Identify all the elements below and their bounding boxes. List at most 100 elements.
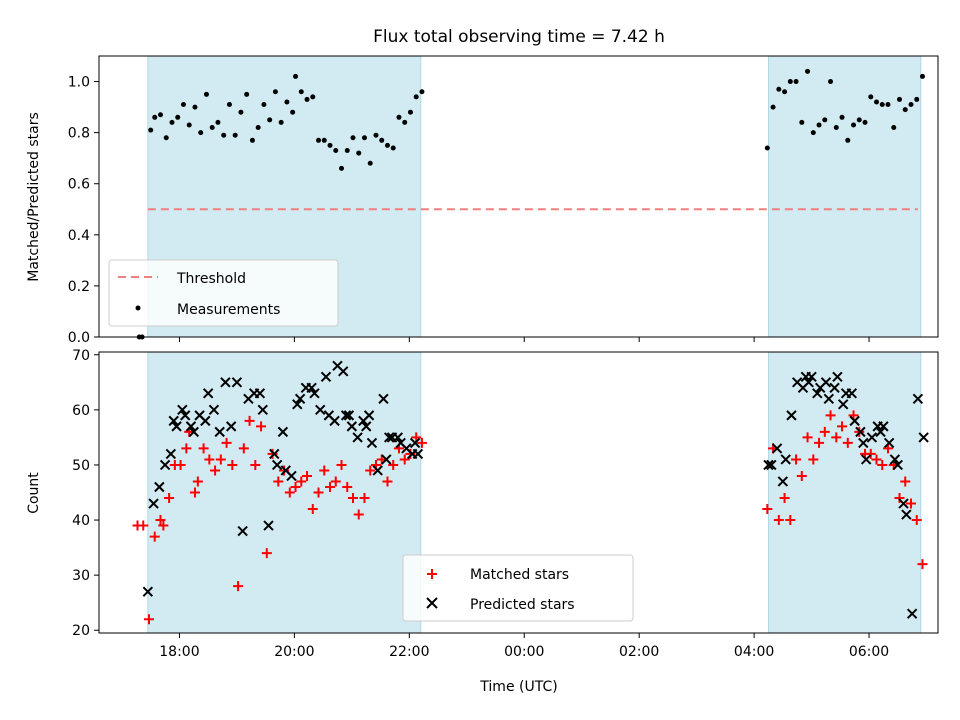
predicted-star-point — [898, 498, 909, 509]
top-y-tick-label: 1.0 — [68, 75, 90, 91]
measurement-point — [278, 119, 284, 125]
predicted-star-point — [846, 388, 858, 399]
measurement-point — [175, 114, 181, 120]
predicted-star-point — [849, 415, 860, 427]
matched-star-point — [149, 531, 160, 542]
top-y-tick-label: 0.2 — [68, 279, 90, 295]
matched-star-point — [267, 448, 278, 459]
measurement-point — [856, 117, 862, 123]
measurement-point — [828, 79, 834, 85]
measurement-point — [379, 137, 385, 143]
matched-star-point — [215, 454, 226, 465]
predicted-star-point — [286, 470, 297, 482]
predicted-star-point — [315, 404, 326, 416]
predicted-star-point — [855, 426, 866, 438]
measurement-point — [163, 135, 169, 141]
matched-star-point — [416, 437, 427, 448]
matched-star-point — [382, 476, 393, 487]
predicted-star-point — [786, 410, 797, 421]
predicted-star-point — [912, 393, 924, 405]
predicted-star-point — [343, 410, 355, 421]
predicted-star-point — [352, 432, 363, 443]
predicted-star-point — [763, 459, 774, 471]
measurement-point — [290, 109, 296, 115]
predicted-star-point — [820, 377, 832, 388]
predicted-star-point — [306, 382, 317, 394]
predicted-star-point — [858, 437, 869, 449]
bottom-y-axis-label: Count — [26, 472, 42, 514]
matched-star-point — [302, 470, 313, 481]
matched-star-point — [353, 509, 364, 520]
top-legend-box — [108, 259, 339, 327]
bottom-y-tick-label: 60 — [72, 403, 90, 419]
matched-star-point — [138, 520, 149, 531]
x-axis-label: Time (UTC) — [479, 679, 557, 695]
measurement-point — [272, 89, 278, 95]
matched-star-point — [894, 493, 905, 504]
predicted-star-point — [202, 388, 214, 399]
predicted-star-point — [329, 415, 340, 427]
matched-star-point — [273, 476, 284, 487]
predicted-star-point — [832, 371, 843, 383]
measurement-point — [764, 145, 770, 151]
measurement-point — [152, 114, 158, 120]
measurement-point — [209, 125, 215, 131]
measurement-point — [896, 96, 902, 102]
measurement-point — [361, 135, 367, 141]
matched-star-point — [256, 421, 267, 432]
predicted-star-point — [803, 377, 814, 388]
predicted-star-point — [338, 366, 349, 377]
measurement-point — [249, 137, 255, 143]
matched-star-point — [143, 614, 154, 625]
matched-star-point — [325, 481, 336, 492]
measurement-point — [839, 114, 845, 120]
matched-star-point — [204, 454, 215, 465]
predicted-star-point — [860, 454, 872, 465]
matched-star-point — [284, 487, 295, 498]
matched-star-point — [347, 493, 358, 504]
predicted-star-point — [889, 454, 901, 465]
x-tick-label: 22:00 — [389, 644, 429, 660]
measurement-point — [868, 94, 874, 100]
matched-star-point — [819, 426, 830, 437]
measurement-point — [350, 135, 356, 141]
measurement-point — [908, 102, 914, 108]
predicted-star-point — [777, 476, 789, 487]
predicted-star-point — [766, 459, 777, 471]
predicted-star-point — [363, 410, 375, 421]
matched-star-point — [814, 437, 825, 448]
matched-star-point — [336, 459, 347, 470]
matched-star-point — [917, 559, 928, 570]
predicted-star-point — [378, 393, 389, 405]
matched-star-point — [911, 515, 922, 526]
matched-star-point — [808, 454, 819, 465]
predicted-star-point — [875, 426, 886, 438]
predicted-star-point — [823, 393, 835, 405]
matched-star-point — [802, 432, 813, 443]
predicted-star-point — [309, 388, 320, 399]
predicted-star-point — [372, 465, 383, 476]
predicted-star-point — [340, 410, 352, 421]
predicted-star-point — [412, 448, 424, 460]
measurement-point — [298, 89, 304, 95]
x-tick-label: 18:00 — [159, 644, 199, 660]
bottom-axes-frame — [98, 351, 939, 634]
predicted-star-point — [168, 415, 179, 427]
measurement-point — [310, 94, 316, 100]
predicted-star-point — [177, 404, 188, 416]
matched-star-point — [900, 476, 911, 487]
predicted-star-point — [142, 586, 154, 597]
predicted-star-point — [901, 509, 912, 520]
predicted-star-point — [271, 459, 283, 471]
x-tick-label: 20:00 — [274, 644, 314, 660]
measurement-point — [180, 102, 186, 108]
matched-star-point — [261, 548, 272, 559]
measurement-point — [787, 79, 793, 85]
measurement-point — [316, 137, 322, 143]
predicted-star-point — [188, 426, 200, 438]
matched-star-point — [825, 410, 836, 421]
top-panel: 0.0 0.2 0.4 0.6 0.8 1.0 Threshold Measurements — [68, 55, 939, 346]
measurement-point — [333, 148, 339, 154]
measurement-point — [198, 130, 204, 136]
measurement-point — [874, 99, 880, 105]
